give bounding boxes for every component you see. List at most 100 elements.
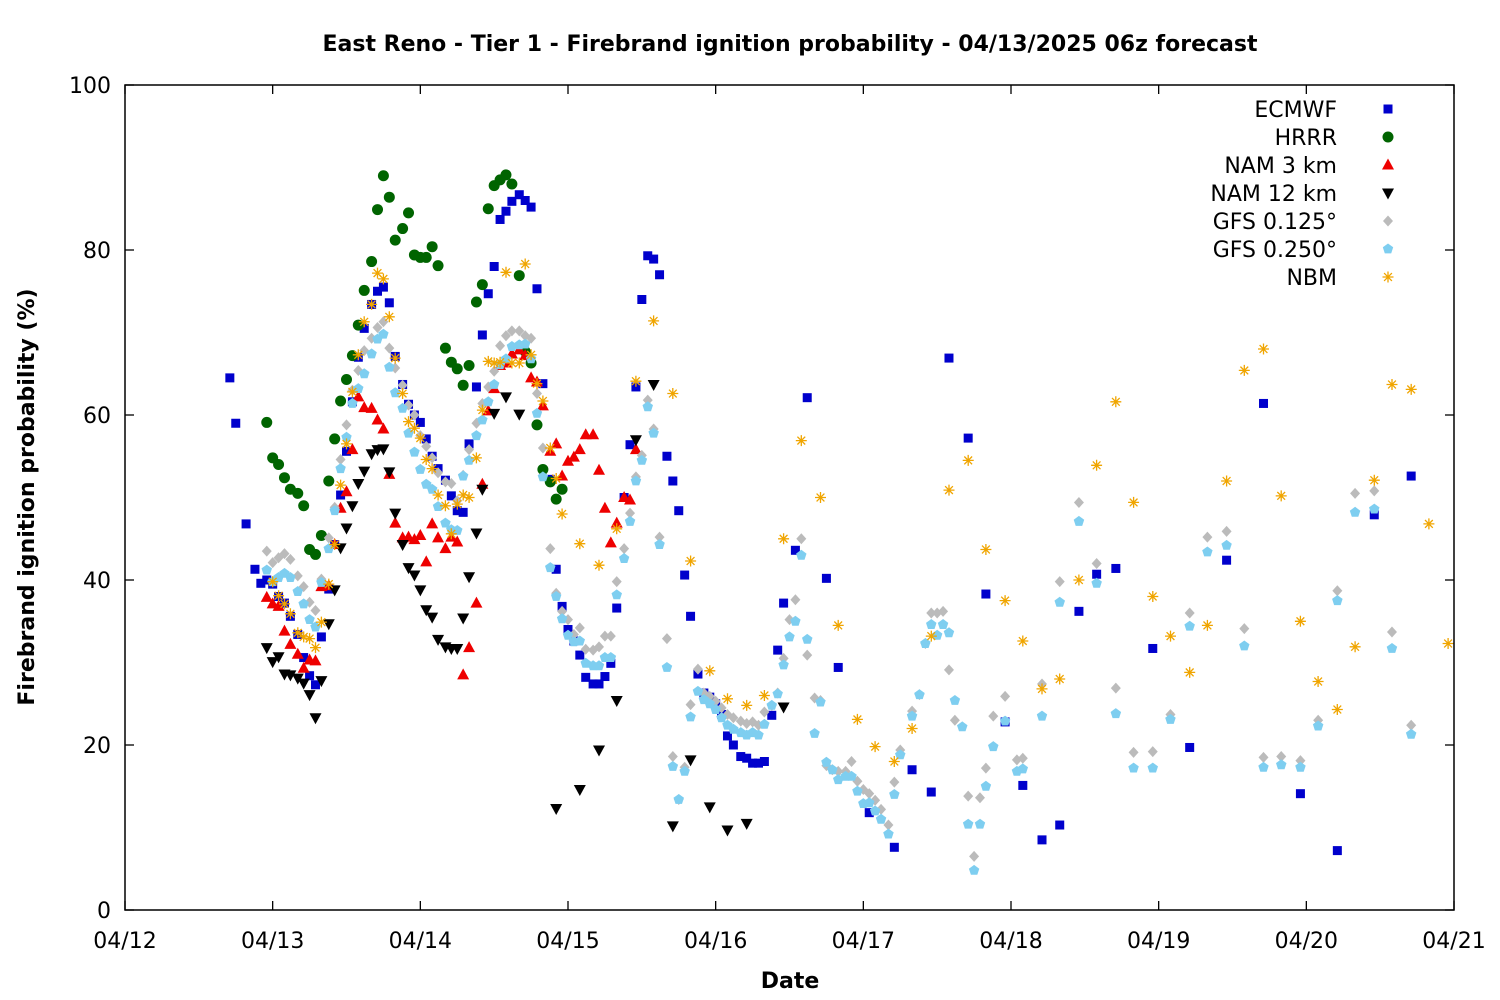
data-point-ecmwf (575, 650, 585, 660)
data-point-ecmwf (981, 589, 991, 599)
data-point-gfs-0-250 (1295, 761, 1306, 772)
data-point-nam-12-km (383, 467, 396, 479)
legend-label-nam-12-km: NAM 12 km (1210, 182, 1337, 207)
data-point-nam-3-km (278, 624, 291, 636)
data-point-ecmwf (944, 353, 954, 363)
data-point-gfs-0-250 (821, 756, 832, 767)
data-point-gfs-0-250 (914, 689, 925, 700)
data-point-ecmwf (501, 206, 511, 216)
data-point-nam-12-km (488, 408, 501, 420)
data-point-ecmwf (446, 491, 456, 501)
data-point-gfs-0-250 (477, 414, 488, 425)
data-point-nam-3-km (562, 454, 574, 466)
data-point-gfs-0-125 (667, 751, 678, 763)
data-point-gfs-0-250 (1184, 620, 1195, 631)
data-point-hrrr (377, 170, 389, 182)
data-point-gfs-0-250 (759, 718, 770, 729)
data-point-nbm (925, 630, 937, 642)
data-point-nam-12-km (303, 690, 316, 702)
data-point-nam-3-km (260, 590, 273, 602)
data-point-nam-12-km (297, 678, 310, 690)
data-point-nbm (341, 438, 352, 450)
data-point-nbm (1128, 496, 1140, 508)
data-point-hrrr (506, 178, 518, 190)
data-point-gfs-0-125 (1221, 525, 1232, 537)
data-point-ecmwf (612, 603, 622, 613)
data-point-gfs-0-250 (1386, 643, 1398, 653)
data-point-ecmwf (483, 289, 493, 299)
data-point-gfs-0-250 (1312, 720, 1324, 731)
data-point-gfs-0-250 (968, 864, 980, 875)
data-point-nbm (869, 741, 881, 753)
data-point-nam-3-km (610, 516, 623, 528)
data-point-nam-12-km (777, 702, 790, 714)
data-point-ecmwf (759, 757, 769, 766)
data-point-gfs-0-250 (551, 591, 562, 601)
data-point-nbm (722, 693, 733, 705)
data-point-gfs-0-125 (974, 792, 985, 804)
data-point-gfs-0-250 (957, 721, 968, 732)
data-point-gfs-0-125 (938, 605, 949, 617)
series-nbm (267, 258, 1454, 767)
data-point-ecmwf (643, 251, 653, 261)
data-point-gfs-0-250 (692, 685, 704, 696)
data-point-gfs-0-250 (636, 454, 648, 465)
y-tick-label: 60 (83, 404, 111, 429)
data-point-ecmwf (1148, 643, 1158, 653)
data-point-nam-3-km (284, 637, 297, 649)
data-point-hrrr (383, 191, 395, 203)
data-point-gfs-0-125 (1184, 607, 1195, 619)
data-point-gfs-0-125 (599, 630, 610, 642)
data-point-gfs-0-125 (594, 641, 605, 653)
data-point-nbm (1201, 619, 1213, 631)
data-point-nbm (432, 489, 444, 501)
data-point-hrrr (457, 379, 469, 391)
data-point-gfs-0-250 (988, 741, 999, 752)
data-point-nbm (426, 463, 438, 475)
data-point-nbm (685, 555, 697, 567)
data-point-gfs-0-125 (790, 594, 801, 606)
data-point-gfs-0-125 (1128, 746, 1139, 758)
data-point-gfs-0-250 (1202, 546, 1213, 557)
data-point-gfs-0-125 (889, 776, 900, 788)
data-point-nbm (1258, 343, 1269, 355)
data-point-ecmwf (773, 645, 783, 655)
data-point-nam-12-km (740, 818, 753, 830)
data-point-nbm (611, 523, 623, 535)
data-point-gfs-0-250 (531, 407, 543, 418)
data-point-ecmwf (526, 202, 536, 212)
data-point-hrrr (329, 433, 341, 445)
data-point-gfs-0-125 (1276, 751, 1287, 763)
data-point-nbm (1017, 635, 1029, 647)
data-point-nbm (544, 442, 556, 454)
data-point-gfs-0-125 (1386, 626, 1397, 638)
data-point-nam-3-km (567, 450, 580, 462)
data-point-nbm (420, 454, 432, 465)
data-point-nbm (1405, 383, 1417, 395)
data-point-gfs-0-125 (1054, 576, 1065, 588)
data-point-nam-12-km (593, 745, 606, 757)
data-point-ecmwf (1055, 820, 1065, 830)
data-point-nbm (667, 388, 679, 399)
data-point-gfs-0-125 (1239, 623, 1250, 635)
data-point-nbm (273, 590, 285, 602)
y-tick-label: 0 (97, 899, 111, 924)
data-point-gfs-0-125 (495, 340, 506, 352)
data-point-nbm (366, 298, 378, 310)
data-point-ecmwf (316, 632, 326, 642)
data-point-ecmwf (305, 671, 315, 681)
data-point-gfs-0-250 (624, 515, 636, 526)
data-point-gfs-0-250 (310, 621, 321, 632)
data-point-gfs-0-250 (1332, 595, 1343, 606)
data-point-nam-12-km (573, 785, 586, 797)
data-point-nbm (999, 595, 1011, 607)
data-point-gfs-0-125 (378, 316, 389, 328)
data-point-ecmwf (336, 490, 346, 500)
data-point-ecmwf (686, 611, 696, 621)
data-point-gfs-0-125 (397, 379, 408, 391)
data-point-nbm (593, 559, 605, 571)
data-point-gfs-0-125 (1000, 690, 1011, 702)
data-point-ecmwf (668, 476, 678, 486)
y-tick-label: 20 (83, 734, 111, 759)
data-point-ecmwf (802, 393, 812, 403)
